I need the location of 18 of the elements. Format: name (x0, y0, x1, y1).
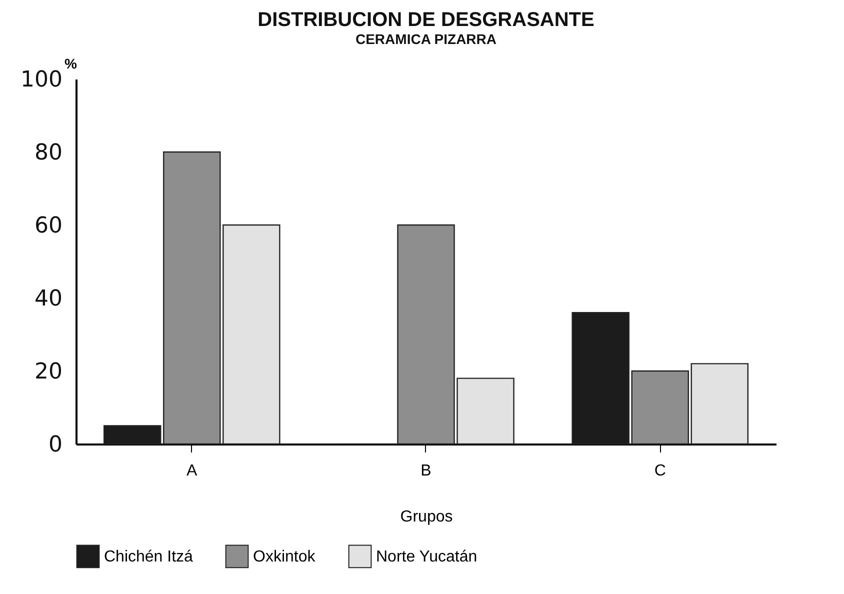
legend-label: Oxkintok (253, 548, 316, 566)
bar (690, 363, 749, 445)
chart-title: DISTRIBUCION DE DESGRASANTE (258, 9, 594, 31)
x-axis-title: Grupos (400, 508, 453, 526)
x-tick-label: C (654, 462, 666, 480)
y-tick-label: 40 (34, 286, 62, 312)
y-tick-label: 100 (20, 68, 62, 92)
legend-label: Norte Yucatán (376, 548, 478, 566)
y-tick-label: 60 (34, 214, 62, 238)
legend-label: Chichén Itzá (104, 548, 194, 566)
chart-subtitle: CERAMICA PIZARRA (355, 31, 497, 47)
y-tick-label: 20 (34, 360, 62, 384)
bar (103, 425, 162, 445)
y-tick-label: 0 (48, 432, 62, 458)
y-axis-title: % (64, 56, 78, 72)
x-tick-label: A (186, 462, 198, 480)
x-tick-label: B (420, 462, 432, 480)
y-tick-label: 80 (34, 140, 62, 166)
